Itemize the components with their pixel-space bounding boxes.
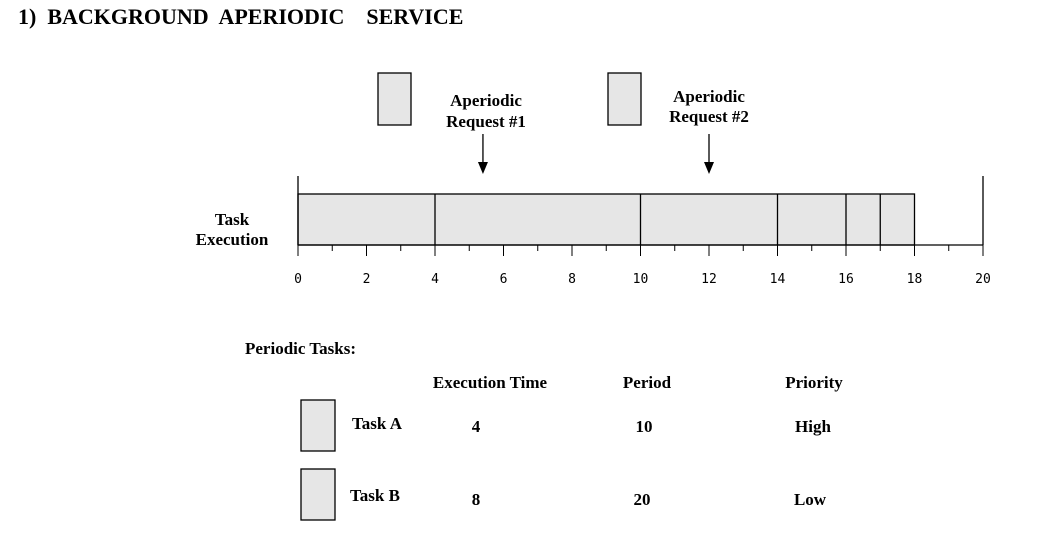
axis-tick-label: 14 (770, 272, 786, 287)
axis-tick-label: 12 (701, 272, 717, 287)
periodic-tasks-heading: Periodic Tasks: (245, 339, 356, 358)
aperiodic-request-1-marker (377, 72, 412, 126)
aperiodic-request-2-marker (607, 72, 642, 126)
task-b-swatch (300, 468, 336, 521)
axis-tick-label: 0 (294, 272, 302, 287)
execution-busy-bar (297, 193, 916, 246)
request-2-label-line2: Request #2 (669, 107, 749, 126)
timeline-label-line1: Task (215, 210, 250, 229)
axis-tick-label: 4 (431, 272, 439, 287)
axis-tick-label: 18 (907, 272, 923, 287)
task-a-exec: 4 (472, 417, 481, 436)
task-a-name: Task A (352, 414, 403, 433)
axis-tick-label: 20 (975, 272, 991, 287)
axis-tick-label: 16 (838, 272, 854, 287)
task-a-swatch (300, 399, 336, 452)
header-execution-time: Execution Time (433, 373, 548, 392)
page-title: 1) BACKGROUND APERIODIC SERVICE (18, 4, 463, 29)
header-period: Period (623, 373, 672, 392)
task-b-exec: 8 (472, 490, 481, 509)
axis-tick-label: 2 (363, 272, 371, 287)
task-b-name: Task B (350, 486, 400, 505)
task-a-priority: High (795, 417, 831, 436)
request-1-label-line1: Aperiodic (450, 91, 522, 110)
task-b-priority: Low (794, 490, 827, 509)
timeline-label-line2: Execution (196, 230, 269, 249)
task-a-period: 10 (636, 417, 653, 436)
axis-tick-label: 8 (568, 272, 576, 287)
task-b-period: 20 (634, 490, 651, 509)
axis-tick-label: 10 (633, 272, 649, 287)
request-1-arrow-head (477, 162, 488, 174)
request-2-arrow-head (704, 162, 714, 174)
request-2-label-line1: Aperiodic (673, 87, 745, 106)
header-priority: Priority (785, 373, 843, 392)
request-1-label-line2: Request #1 (446, 112, 526, 131)
axis-tick-label: 6 (500, 272, 508, 287)
